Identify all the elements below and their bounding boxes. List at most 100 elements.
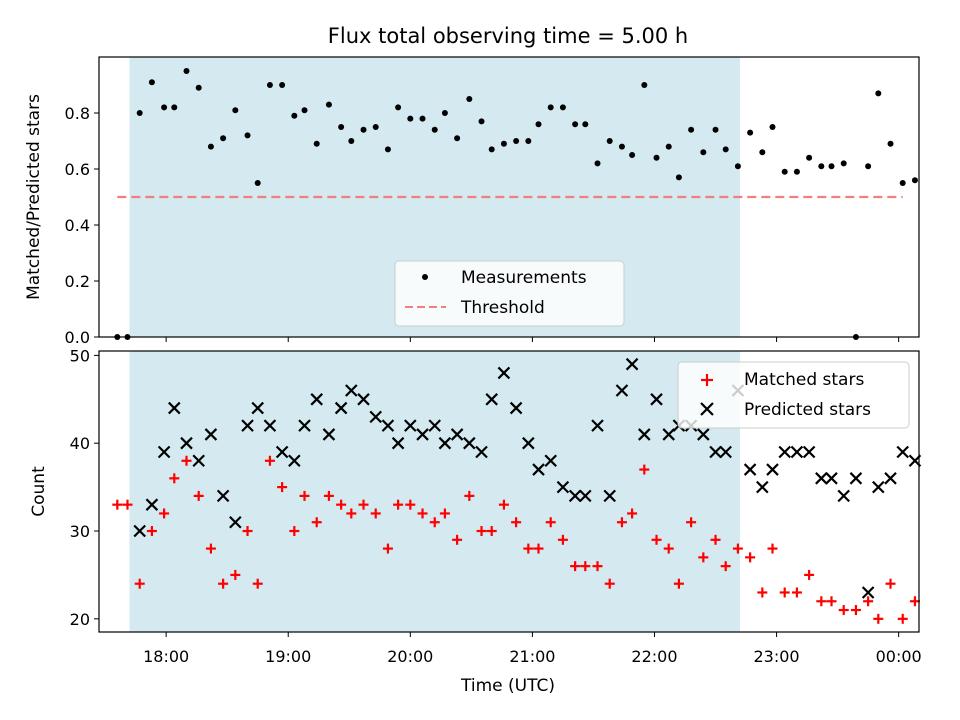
predicted-star-point <box>568 489 582 503</box>
legend-measurement-marker <box>422 274 428 280</box>
predicted-star-point <box>192 454 205 468</box>
measurement-point <box>675 174 682 181</box>
legend-predicted-marker <box>700 402 714 416</box>
measurement-points <box>114 68 918 340</box>
measurement-point <box>875 90 882 97</box>
predicted-star-point <box>743 463 757 476</box>
matched-star-point <box>277 482 288 493</box>
matched-star-point <box>323 490 334 501</box>
matched-star-point <box>205 543 216 554</box>
measurement-point <box>793 168 800 175</box>
bottom-y-tick-label: 30 <box>70 522 90 541</box>
matched-star-point <box>289 526 300 537</box>
predicted-star-point <box>168 401 181 415</box>
measurement-point <box>360 126 367 133</box>
measurement-point <box>582 121 589 128</box>
top-y-tick-label: 0.0 <box>65 328 90 347</box>
predicted-star-point <box>861 586 875 599</box>
matched-star-point <box>570 561 581 572</box>
predicted-star-point <box>556 480 570 494</box>
top-y-axis-label: Matched/Predicted stars <box>24 94 44 300</box>
measurement-point <box>665 143 672 150</box>
bottom-x-tick-label: 00:00 <box>876 647 922 666</box>
measurement-point <box>818 163 825 170</box>
predicted-star-point <box>180 436 193 450</box>
top-y-tick-label: 0.8 <box>65 104 90 123</box>
matched-star-point <box>193 490 204 501</box>
matched-star-point <box>909 596 920 607</box>
predicted-star-point <box>463 436 476 450</box>
bottom-x-tick-label: 22:00 <box>631 647 677 666</box>
measurement-point <box>641 82 648 88</box>
measurement-point <box>887 140 894 147</box>
measurement-point <box>207 143 214 150</box>
measurement-point <box>466 96 473 102</box>
bottom-legend: Matched stars Predicted stars <box>677 361 910 429</box>
measurement-point <box>500 140 507 147</box>
matched-star-point <box>476 526 487 537</box>
measurement-point <box>513 138 520 144</box>
matched-star-point <box>452 534 463 545</box>
matched-star-point <box>850 605 861 616</box>
predicted-star-point <box>334 401 348 415</box>
matched-star-point <box>816 596 827 607</box>
matched-star-point <box>169 473 180 484</box>
measurement-point <box>700 149 707 156</box>
matched-star-point <box>863 596 874 607</box>
measurement-point <box>384 146 391 153</box>
bottom-y-tick-label: 50 <box>70 346 90 365</box>
matched-star-point <box>791 587 802 598</box>
predicted-star-point <box>638 428 651 441</box>
predicted-star-point <box>157 445 171 459</box>
bottom-y-tick-label: 40 <box>70 434 90 453</box>
matched-star-point <box>533 543 544 554</box>
matched-star-point <box>885 578 896 589</box>
measurement-point <box>244 132 251 139</box>
top-panel: 0.00.20.40.60.8 Matched/Predicted stars … <box>24 56 920 347</box>
matched-star-point <box>134 578 145 589</box>
matched-star-point <box>429 517 440 528</box>
predicted-star-point <box>298 419 311 432</box>
predicted-star-point <box>825 472 838 485</box>
predicted-star-point <box>450 428 464 441</box>
matched-star-point <box>673 578 684 589</box>
predicted-star-point <box>475 445 488 459</box>
predicted-star-point <box>369 410 383 424</box>
measurement-point <box>478 118 485 125</box>
predicted-star-point <box>884 472 897 485</box>
matched-star-point <box>439 508 450 519</box>
measurement-point <box>759 149 766 156</box>
bottom-y-tick-label: 20 <box>70 610 90 629</box>
measurement-point <box>441 110 448 116</box>
measurement-point <box>254 180 261 186</box>
matched-star-point <box>651 534 662 545</box>
predicted-star-point <box>837 489 850 503</box>
measurement-point <box>525 138 532 144</box>
predicted-star-point <box>756 480 769 494</box>
predicted-star-point <box>485 393 498 406</box>
matched-star-point <box>826 596 837 607</box>
bottom-x-tick-label: 21:00 <box>509 647 555 666</box>
predicted-star-point <box>404 419 417 432</box>
predicted-star-point <box>815 472 828 485</box>
bottom-shaded-span <box>129 351 740 632</box>
bottom-x-axis: 18:00 19:00 20:00 21:00 22:00 23:00 00:00 <box>143 632 922 666</box>
top-legend: Measurements Threshold <box>394 260 625 327</box>
matched-star-point <box>873 613 884 624</box>
matched-star-point <box>639 464 650 475</box>
matched-star-point <box>382 543 393 554</box>
predicted-star-point <box>662 428 676 441</box>
matched-star-point <box>604 578 615 589</box>
predicted-star-point <box>345 384 358 397</box>
measurement-point <box>806 154 813 161</box>
matched-star-point <box>264 455 275 466</box>
top-y-tick-label: 0.2 <box>65 272 90 291</box>
bottom-x-tick-label: 20:00 <box>387 647 433 666</box>
measurement-point <box>828 163 835 170</box>
matched-star-point <box>299 490 310 501</box>
bottom-y-axis-label: Count <box>29 466 49 517</box>
chart-title: Flux total observing time = 5.00 h <box>328 24 688 48</box>
matched-star-point <box>523 543 534 554</box>
measurement-point <box>325 101 332 108</box>
